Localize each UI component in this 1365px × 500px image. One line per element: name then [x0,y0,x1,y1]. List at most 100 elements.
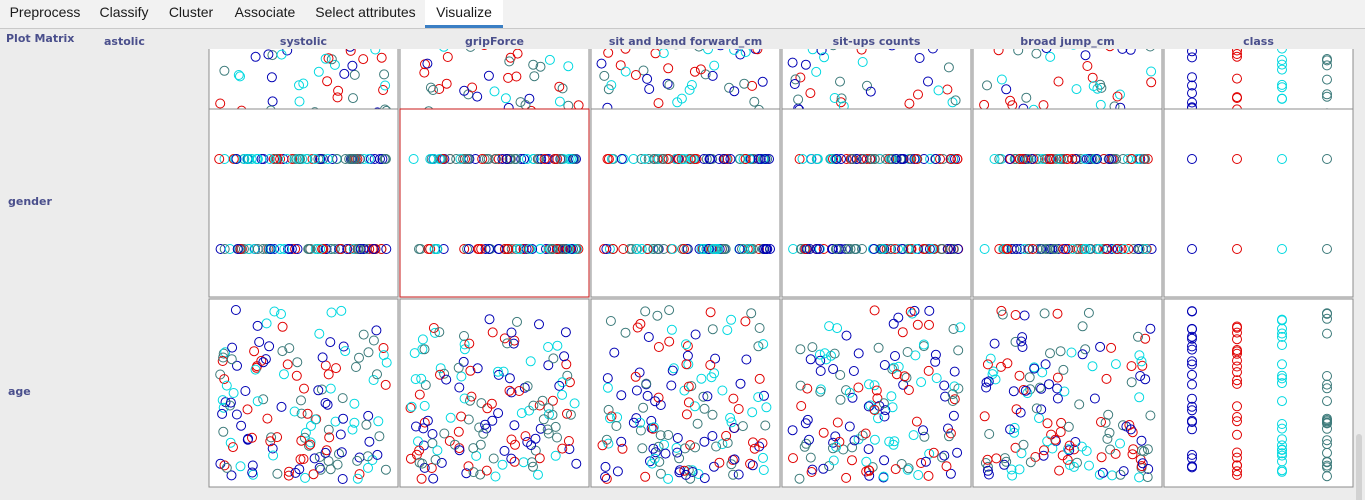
data-point [758,465,769,475]
data-point [21,423,30,432]
data-point [24,353,33,362]
data-point [563,244,574,254]
data-point [835,76,845,87]
data-point [630,371,641,382]
data-point [26,245,35,254]
data-point [704,154,715,164]
data-point [298,454,309,464]
data-point [18,155,27,164]
data-point [252,244,263,254]
data-point [427,438,438,449]
data-point [87,104,96,113]
data-point [87,461,96,470]
tab-visualize[interactable]: Visualize [425,0,503,28]
data-point [432,445,443,456]
data-point [845,244,856,254]
data-point [1277,331,1287,342]
data-point [871,385,882,396]
data-point [1027,244,1038,254]
data-point [699,154,709,164]
data-point [982,465,993,476]
data-point [1323,29,1332,35]
data-point [725,412,736,423]
data-point [1132,154,1143,164]
data-point [23,245,32,254]
data-point [1232,447,1242,458]
data-point [368,375,379,385]
data-point [534,400,545,411]
data-point [522,381,533,392]
data-point [313,66,324,77]
data-point [1111,244,1122,254]
data-point [58,391,67,400]
data-point [221,380,232,391]
column-label-3: sit and bend forward_cm [608,35,763,48]
data-point [1137,360,1148,371]
data-point [379,69,390,80]
tab-select-attributes[interactable]: Select attributes [315,4,416,20]
data-point [1134,392,1145,403]
data-point [1084,460,1094,471]
data-point [982,80,992,91]
data-point [647,458,658,469]
data-point [828,364,839,374]
data-point [888,49,896,51]
data-point [1277,419,1287,429]
data-point [322,76,333,87]
data-point [721,430,732,441]
data-point [35,155,44,164]
data-point [757,76,768,87]
data-point [271,154,282,164]
data-point [36,362,45,371]
data-point [1045,348,1055,359]
data-point [709,368,720,379]
data-point [1232,154,1242,164]
data-point [73,107,82,116]
data-point [300,472,311,483]
data-point [1277,448,1287,459]
data-point [982,461,993,472]
data-point [30,155,39,164]
data-point [1187,417,1197,427]
data-point [989,154,1000,164]
data-point [1039,308,1050,319]
data-point [930,356,941,367]
data-point [729,86,740,97]
data-point [332,154,343,164]
data-point [88,359,97,368]
data-point [805,154,816,164]
data-point [890,154,901,164]
data-point [1322,423,1332,434]
data-point [1136,435,1147,446]
data-point [1322,60,1332,71]
data-point [640,306,651,317]
data-point [1277,55,1287,65]
data-point [336,305,347,316]
data-point [1277,359,1287,370]
column-label-6: class [1243,35,1274,48]
data-point [1036,404,1047,415]
vertical-scrollbar[interactable] [1356,434,1362,500]
data-point [265,244,276,254]
data-point [940,391,951,402]
data-point [1232,412,1242,422]
scatter-matrix-canvas[interactable] [0,29,1365,500]
plot-cell-border [399,298,590,488]
tab-classify[interactable]: Classify [99,4,149,20]
tab-cluster[interactable]: Cluster [168,4,214,20]
data-point [30,355,39,364]
data-point [12,470,21,479]
data-point [1277,466,1287,477]
tab-preprocess[interactable]: Preprocess [9,4,81,20]
data-point [52,245,61,254]
data-point [484,314,495,325]
data-point [476,244,487,254]
data-point [559,244,570,254]
data-point [717,49,724,51]
tab-associate[interactable]: Associate [234,4,296,20]
data-point [30,29,39,31]
data-point [819,348,830,359]
data-point [60,470,69,479]
data-point [533,154,543,164]
data-point [445,412,456,423]
